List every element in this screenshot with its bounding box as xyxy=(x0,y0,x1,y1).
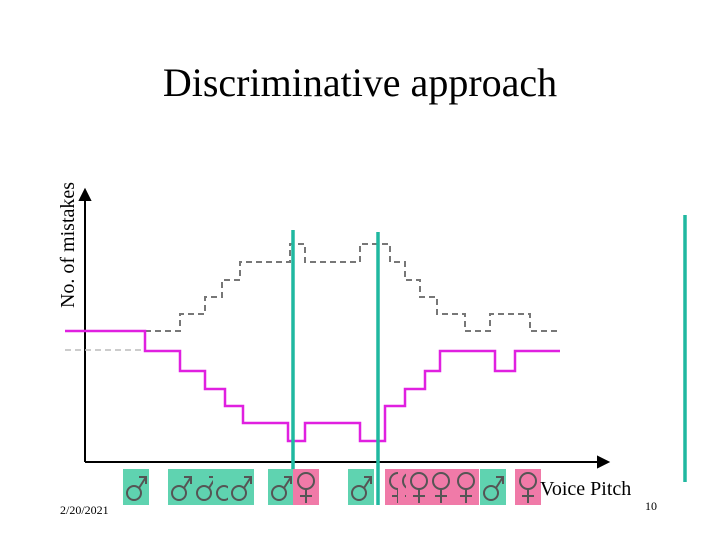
samples xyxy=(122,468,542,506)
slide-title: Discriminative approach xyxy=(163,60,557,105)
decision-lines xyxy=(291,215,687,505)
page-number: 10 xyxy=(645,499,657,513)
axes xyxy=(78,187,611,469)
footer-date: 2/20/2021 xyxy=(60,503,109,517)
solid-step-line xyxy=(65,329,560,443)
x-axis-label: Voice Pitch xyxy=(540,478,631,500)
y-axis-label: No. of mistakes xyxy=(57,182,79,308)
dashed-step-line xyxy=(145,243,560,332)
